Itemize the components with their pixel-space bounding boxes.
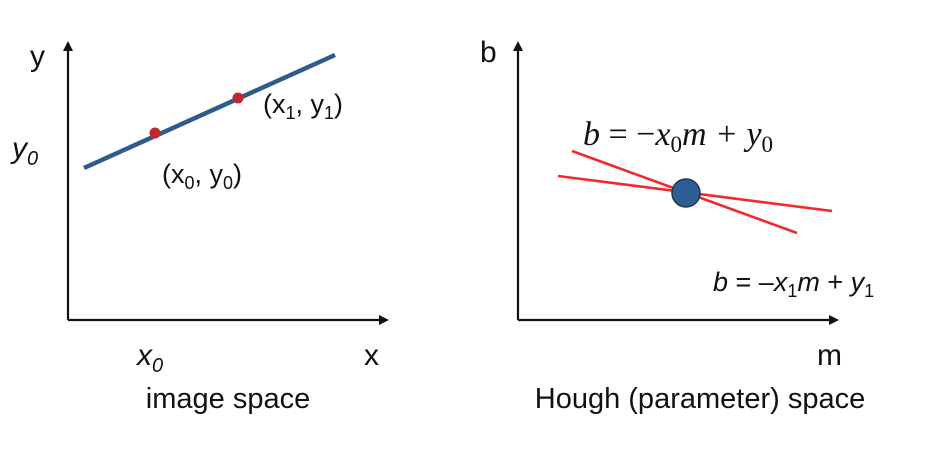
point-x0-y0 bbox=[149, 127, 161, 139]
point0-label: (x0, y0) bbox=[162, 159, 242, 193]
hough-space-caption: Hough (parameter) space bbox=[535, 383, 865, 415]
hough-m-axis-label: m bbox=[817, 339, 842, 372]
y0-tick-label: y0 bbox=[10, 132, 38, 170]
equation-line-0: b = −x0m + y0 bbox=[583, 116, 773, 157]
equation-line-1: b = –x1m + y1 bbox=[713, 267, 874, 301]
image-space-caption: image space bbox=[146, 383, 310, 415]
image-x-axis-label: x bbox=[364, 339, 379, 372]
image-y-axis-label: y bbox=[30, 40, 45, 73]
hough-space-panel: b m b = −x0m + y0 b = –x1m + y1 Hough (p… bbox=[480, 36, 874, 415]
point1-label: (x1, y1) bbox=[263, 89, 343, 123]
image-line bbox=[83, 52, 336, 171]
x0-tick-label: x0 bbox=[135, 339, 163, 377]
intersection-point bbox=[671, 178, 701, 208]
point-x1-y1 bbox=[232, 92, 244, 104]
image-space-panel: y x y0 x0 (x0, y0) (x1, y1) image space bbox=[10, 40, 389, 415]
hough-b-axis-label: b bbox=[480, 36, 497, 69]
